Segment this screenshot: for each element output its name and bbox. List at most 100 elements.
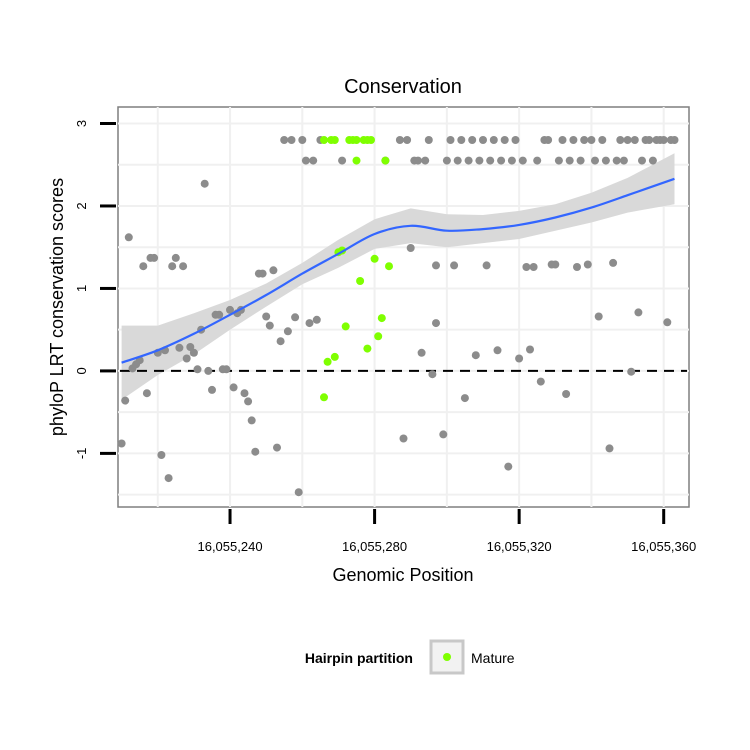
data-point [500, 136, 509, 144]
data-point-mature [352, 136, 361, 144]
data-point-mature [320, 393, 328, 402]
data-point-mature [356, 277, 365, 285]
data-point [648, 156, 657, 165]
data-point [421, 156, 430, 165]
data-point [522, 263, 531, 271]
data-point [576, 156, 585, 165]
data-point [623, 136, 632, 144]
data-point [186, 343, 195, 351]
data-point [124, 233, 133, 242]
data-point [670, 136, 679, 144]
data-point [200, 179, 209, 188]
data-point [229, 383, 238, 392]
data-point-mature [367, 136, 375, 144]
data-point [659, 136, 668, 144]
data-point [475, 156, 484, 165]
data-point [338, 156, 347, 165]
data-point [179, 262, 188, 271]
data-point [605, 444, 614, 453]
data-point [157, 451, 166, 459]
data-point [312, 315, 321, 324]
data-point [515, 354, 524, 363]
data-point [424, 136, 433, 144]
data-point [432, 319, 440, 328]
data-point [168, 262, 177, 271]
data-point [193, 365, 202, 374]
data-point [529, 263, 538, 271]
data-point [504, 462, 513, 471]
data-point [164, 474, 173, 483]
data-point-mature [323, 357, 332, 366]
data-point-mature [370, 254, 379, 263]
data-point [457, 136, 466, 144]
data-point [630, 136, 639, 144]
data-point [117, 439, 126, 448]
smooth-trend-line [121, 177, 675, 364]
data-point-mature [374, 332, 383, 341]
data-point [428, 370, 437, 379]
data-point [258, 269, 267, 278]
data-point [619, 156, 628, 165]
data-point [663, 318, 672, 327]
x-tick-label: 16,055,320 [487, 539, 552, 554]
data-point [432, 261, 440, 270]
x-tick-label: 16,055,280 [342, 539, 407, 554]
data-point [305, 319, 314, 328]
data-point [406, 244, 415, 252]
data-point [601, 156, 610, 165]
data-point-mature [377, 314, 386, 323]
data-point [493, 346, 502, 355]
legend-key-mature [443, 653, 451, 661]
data-point [450, 261, 459, 270]
data-point [489, 136, 498, 144]
data-point [460, 394, 469, 403]
data-point [417, 348, 426, 357]
data-point [276, 337, 285, 346]
data-point [262, 312, 271, 321]
data-point-mature [320, 136, 328, 144]
data-point [612, 156, 621, 165]
data-point [150, 253, 159, 262]
data-point [551, 260, 560, 269]
data-point [554, 156, 563, 165]
confidence-ribbon [121, 153, 675, 400]
data-point [583, 260, 592, 269]
data-point [298, 136, 307, 144]
data-point [573, 263, 581, 271]
data-point [634, 308, 643, 317]
data-point [208, 385, 216, 394]
legend-label-mature: Mature [471, 650, 515, 666]
data-point [627, 367, 636, 376]
data-point [121, 396, 130, 405]
y-tick-label: 1 [74, 285, 89, 292]
y-tick-label: 0 [74, 367, 89, 374]
data-point [414, 156, 422, 165]
y-axis: -1 0 1 2 3 [74, 120, 116, 459]
data-point [518, 156, 527, 165]
data-point [171, 253, 180, 262]
data-point [609, 258, 618, 267]
data-point [526, 345, 534, 354]
data-point [399, 434, 408, 443]
data-point-mature [352, 156, 361, 165]
data-point [638, 156, 646, 165]
data-point [287, 136, 296, 144]
data-point [587, 136, 596, 144]
chart-title: Conservation [344, 76, 462, 98]
y-axis-label: phyloP LRT conservation scores [47, 178, 67, 436]
data-point [139, 262, 148, 271]
data-point [486, 156, 495, 165]
data-point [189, 348, 198, 357]
data-point [507, 156, 516, 165]
data-point-mature [330, 136, 339, 144]
data-point [280, 136, 289, 144]
y-tick-label: 3 [74, 120, 89, 127]
data-point [569, 136, 578, 144]
data-point [442, 156, 451, 165]
legend-title: Hairpin partition [305, 650, 413, 666]
data-point [562, 390, 571, 398]
data-point [269, 266, 278, 275]
data-point-mature [363, 344, 372, 353]
data-point [309, 156, 318, 165]
